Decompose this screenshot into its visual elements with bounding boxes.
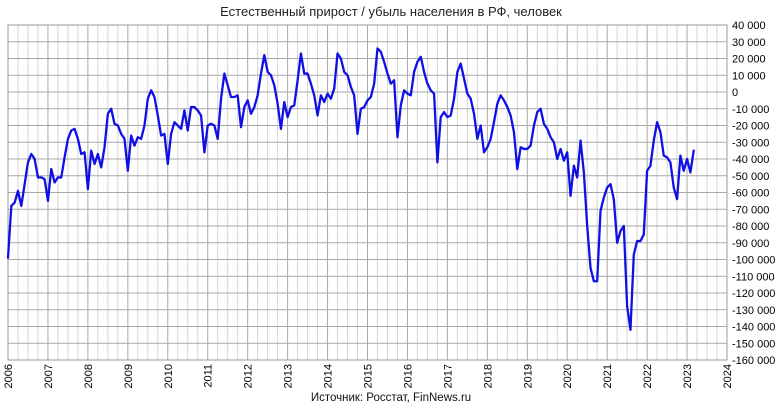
x-tick-label: 2018 (482, 364, 494, 388)
y-tick-label: 40 000 (732, 20, 766, 32)
grid (7, 24, 728, 361)
y-tick-label: -30 000 (732, 137, 769, 149)
x-tick-label: 2015 (363, 364, 375, 388)
y-tick-label: -160 000 (732, 355, 775, 367)
x-tick-label: 2024 (722, 364, 734, 388)
y-tick-label: -150 000 (732, 338, 775, 350)
x-tick-label: 2019 (522, 364, 534, 388)
y-tick-label: -90 000 (732, 238, 769, 250)
x-tick-label: 2009 (123, 364, 135, 388)
x-tick-label: 2007 (43, 364, 55, 388)
y-tick-label: -120 000 (732, 288, 775, 300)
y-tick-label: 0 (732, 87, 738, 99)
y-tick-label: 20 000 (732, 54, 766, 66)
y-tick-label: -40 000 (732, 154, 769, 166)
y-tick-label: -110 000 (732, 271, 775, 283)
x-tick-label: 2011 (203, 364, 215, 388)
y-tick-label: -80 000 (732, 221, 769, 233)
y-tick-label: 30 000 (732, 37, 766, 49)
x-tick-label: 2013 (283, 364, 295, 388)
x-tick-label: 2010 (163, 364, 175, 388)
y-tick-label: -100 000 (732, 255, 775, 267)
y-tick-label: -130 000 (732, 305, 775, 317)
x-tick-label: 2022 (642, 364, 654, 388)
y-axis: 40 000 30 000 20 000 10 000 0 -10 000 -20 000 -… (732, 20, 775, 367)
x-tick-label: 2021 (602, 364, 614, 388)
y-tick-label: -60 000 (732, 188, 769, 200)
y-tick-label: -10 000 (732, 104, 769, 116)
plot-frame (7, 24, 728, 361)
series-line (6, 47, 695, 331)
source-note: Источник: Росстат, FinNews.ru (311, 392, 471, 404)
y-tick-label: -50 000 (732, 171, 769, 183)
y-tick-label: 10 000 (732, 70, 766, 82)
x-tick-label: 2016 (402, 364, 414, 388)
y-tick-label: -140 000 (732, 322, 775, 334)
x-tick-label: 2012 (243, 364, 255, 388)
y-tick-label: -70 000 (732, 204, 769, 216)
x-tick-label: 2014 (323, 364, 335, 388)
x-tick-label: 2020 (562, 364, 574, 388)
x-tick-label: 2023 (682, 364, 694, 388)
x-tick-label: 2008 (83, 364, 95, 388)
y-tick-label: -20 000 (732, 121, 769, 133)
x-axis: 2006 2007 2008 2009 2010 2011 2012 2013 2014 2015… (3, 364, 734, 388)
chart-title: Естественный прирост / убыль населения в… (220, 4, 562, 19)
x-tick-label: 2006 (3, 364, 15, 388)
x-tick-label: 2017 (442, 364, 454, 388)
